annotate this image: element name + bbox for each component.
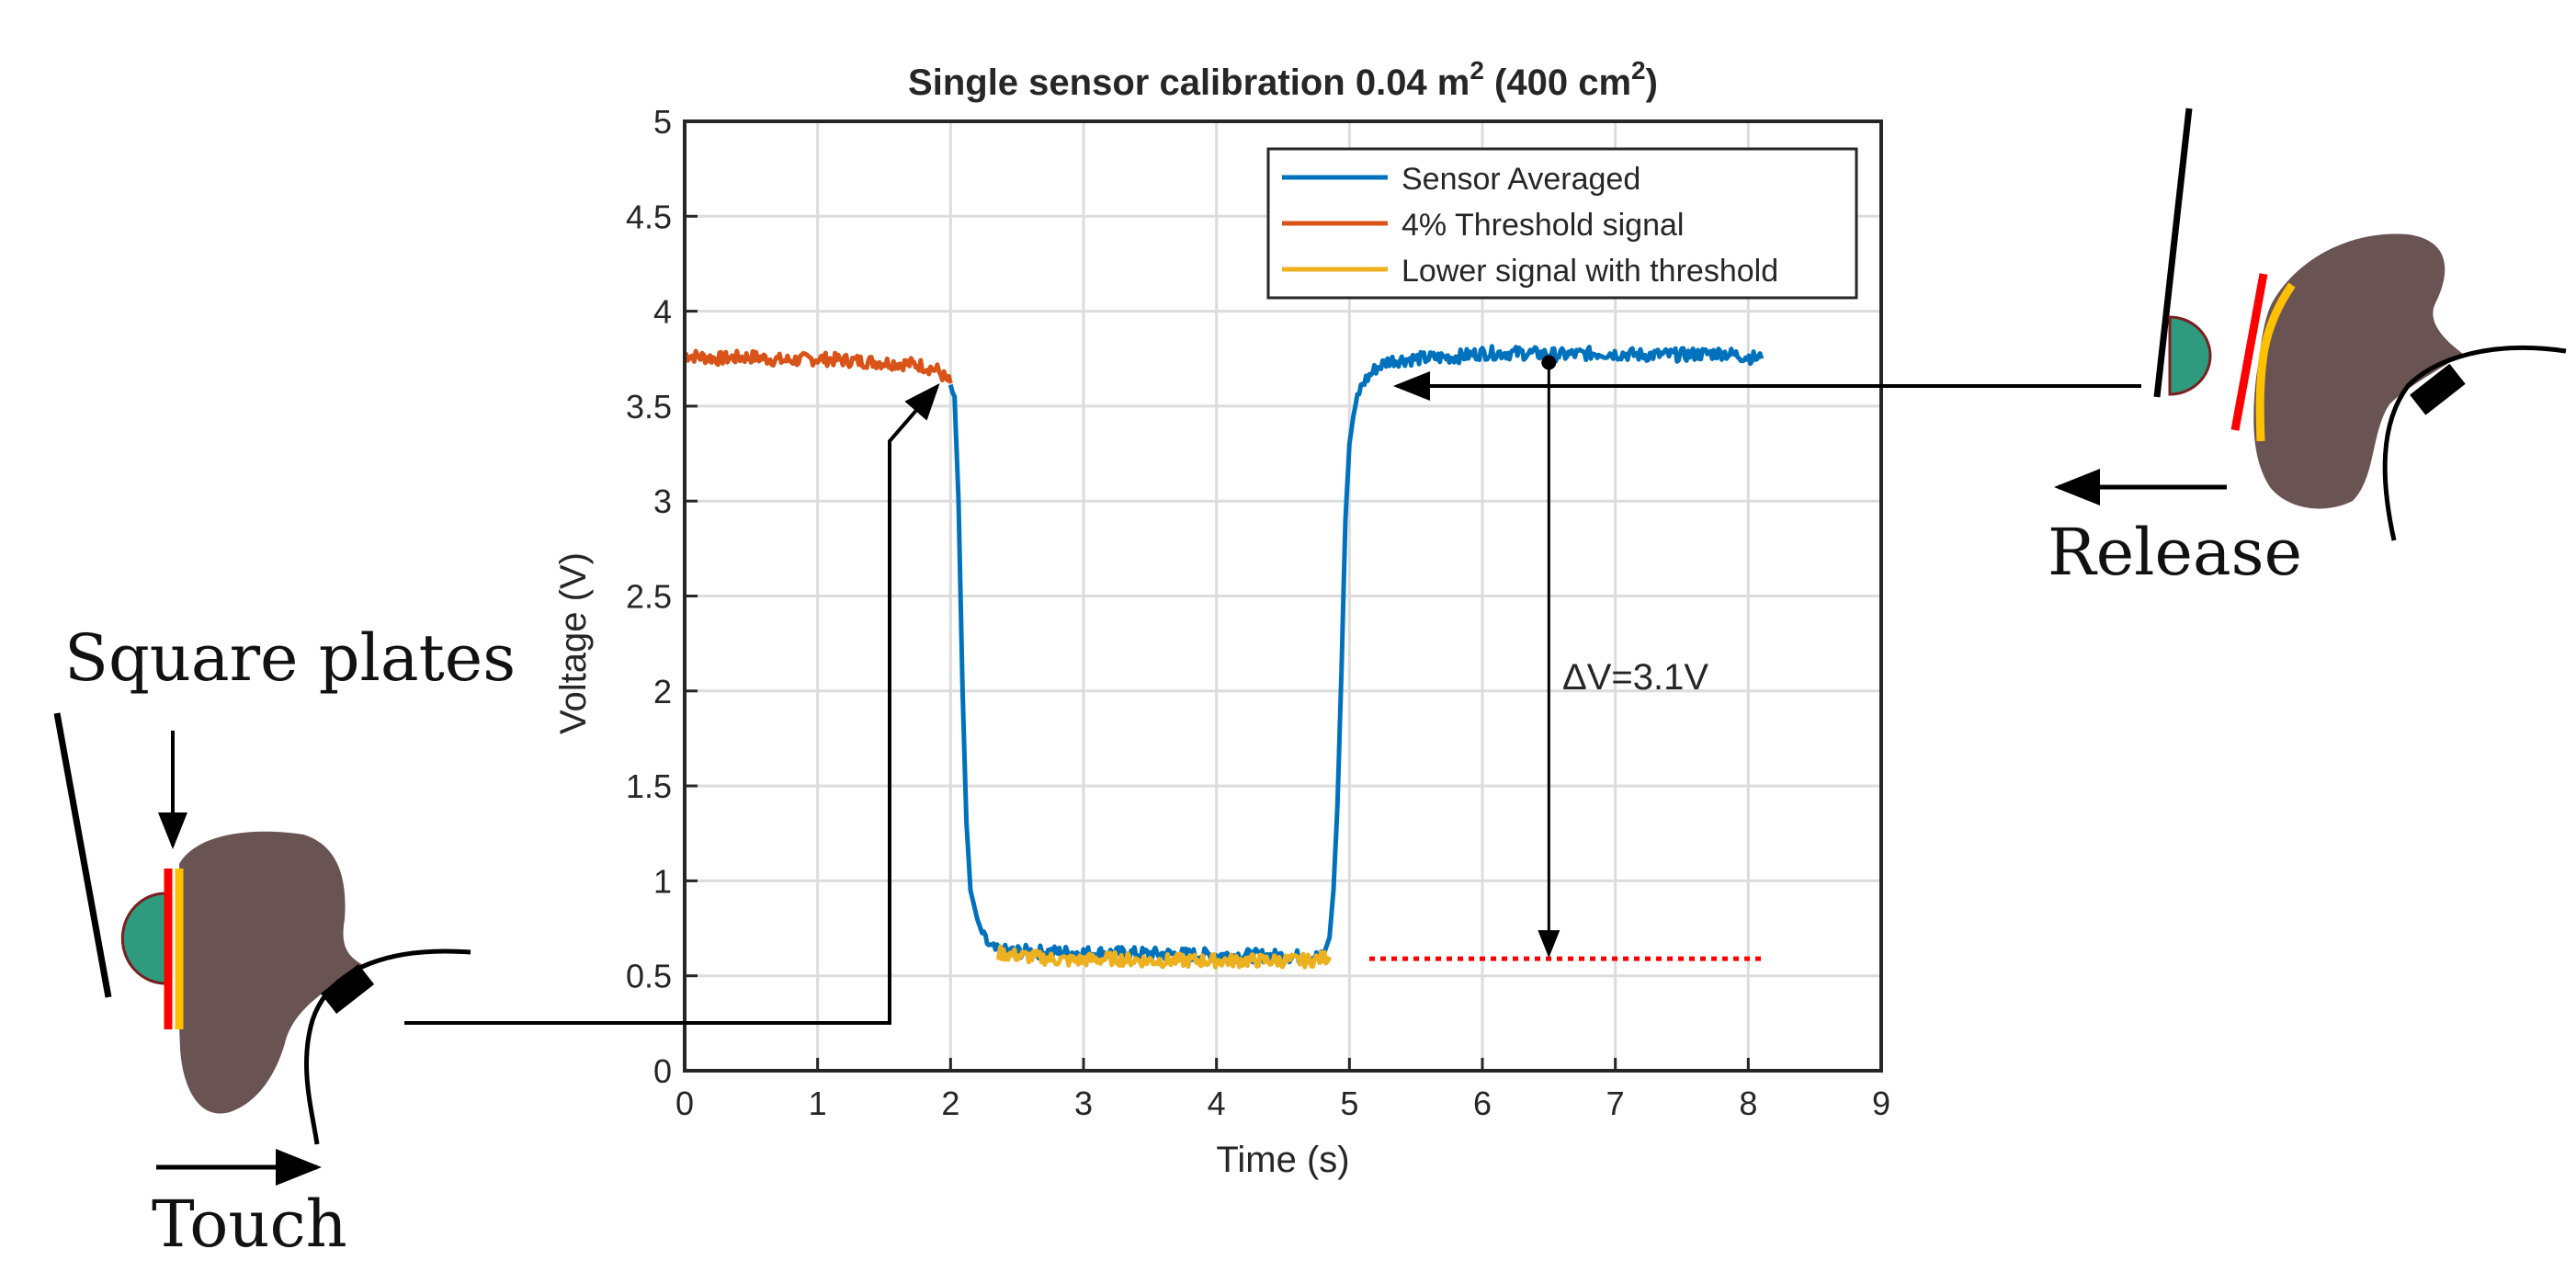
y-tick-label: 5 [653, 103, 672, 141]
release-surface-line [2153, 108, 2193, 398]
axis-ticks: 0 1 2 3 4 5 6 7 8 9 0 0.5 1 1.5 2 2.5 3 3.5 4 4.5 5 [626, 103, 1890, 1122]
series-line-4-threshold-signal [683, 348, 953, 384]
y-tick-label: 0 [653, 1052, 672, 1090]
release-label: Release [2048, 515, 2302, 590]
touch-surface-line [53, 712, 112, 998]
x-axis-label: Time (s) [1216, 1140, 1349, 1180]
touch-head-shape [178, 831, 363, 1114]
touch-label: Touch [152, 1187, 347, 1262]
touch-connector-arrow [404, 382, 940, 1025]
y-tick-label: 4.5 [626, 198, 672, 235]
x-tick-label: 2 [941, 1085, 959, 1122]
y-tick-label: 2.5 [626, 578, 672, 616]
y-tick-label: 2 [653, 673, 672, 710]
annotation-layer [1369, 355, 1762, 961]
x-tick-label: 9 [1872, 1085, 1890, 1122]
release-wire [2382, 345, 2567, 541]
release-connector [2410, 363, 2466, 415]
y-tick-label: 1.5 [626, 767, 672, 805]
release-plate-yellow [2255, 282, 2296, 442]
legend-label-threshold-signal: 4% Threshold signal [1401, 208, 1684, 243]
touch-wire [304, 948, 471, 1145]
release-plate-red [2230, 273, 2268, 431]
series-line-lower-signal-with-threshold [995, 945, 1332, 970]
x-tick-label: 7 [1606, 1085, 1625, 1122]
x-tick-label: 4 [1208, 1085, 1226, 1122]
x-tick-label: 8 [1739, 1085, 1757, 1122]
touch-button [120, 892, 167, 985]
series-line-sensor-averaged [948, 344, 1765, 965]
release-head-shape [2253, 233, 2463, 509]
y-tick-label: 4 [653, 293, 672, 331]
y-axis-label: Voltage (V) [553, 552, 594, 734]
x-tick-label: 3 [1074, 1085, 1093, 1122]
delta-voltage-label: ΔV=3.1V [1562, 657, 1708, 698]
legend: Sensor Averaged 4% Threshold signal Lowe… [1266, 147, 1858, 300]
series-layer [683, 344, 1765, 970]
legend-label-lower-signal: Lower signal with threshold [1401, 254, 1778, 289]
chart-title: Single sensor calibration 0.04 m2 (400 c… [908, 56, 1658, 103]
y-tick-label: 1 [653, 862, 672, 900]
square-plates-label: Square plates [64, 620, 516, 696]
touch-connector [320, 963, 375, 1015]
x-tick-label: 5 [1340, 1085, 1358, 1122]
touch-illustration: Square plates Touch [53, 620, 516, 1262]
x-tick-label: 0 [675, 1085, 694, 1122]
x-tick-label: 6 [1473, 1085, 1492, 1122]
line-chart: 0 1 2 3 4 5 6 7 8 9 0 0.5 1 1.5 2 2.5 3 3.5 4 4.5 5 Single s… [553, 56, 1890, 1180]
release-illustration: Release [2048, 108, 2567, 590]
y-tick-label: 0.5 [626, 958, 672, 995]
legend-label-sensor-averaged: Sensor Averaged [1401, 162, 1640, 197]
y-tick-label: 3 [653, 483, 672, 520]
release-button [2168, 315, 2212, 396]
y-tick-label: 3.5 [626, 388, 672, 426]
x-tick-label: 1 [809, 1085, 827, 1122]
